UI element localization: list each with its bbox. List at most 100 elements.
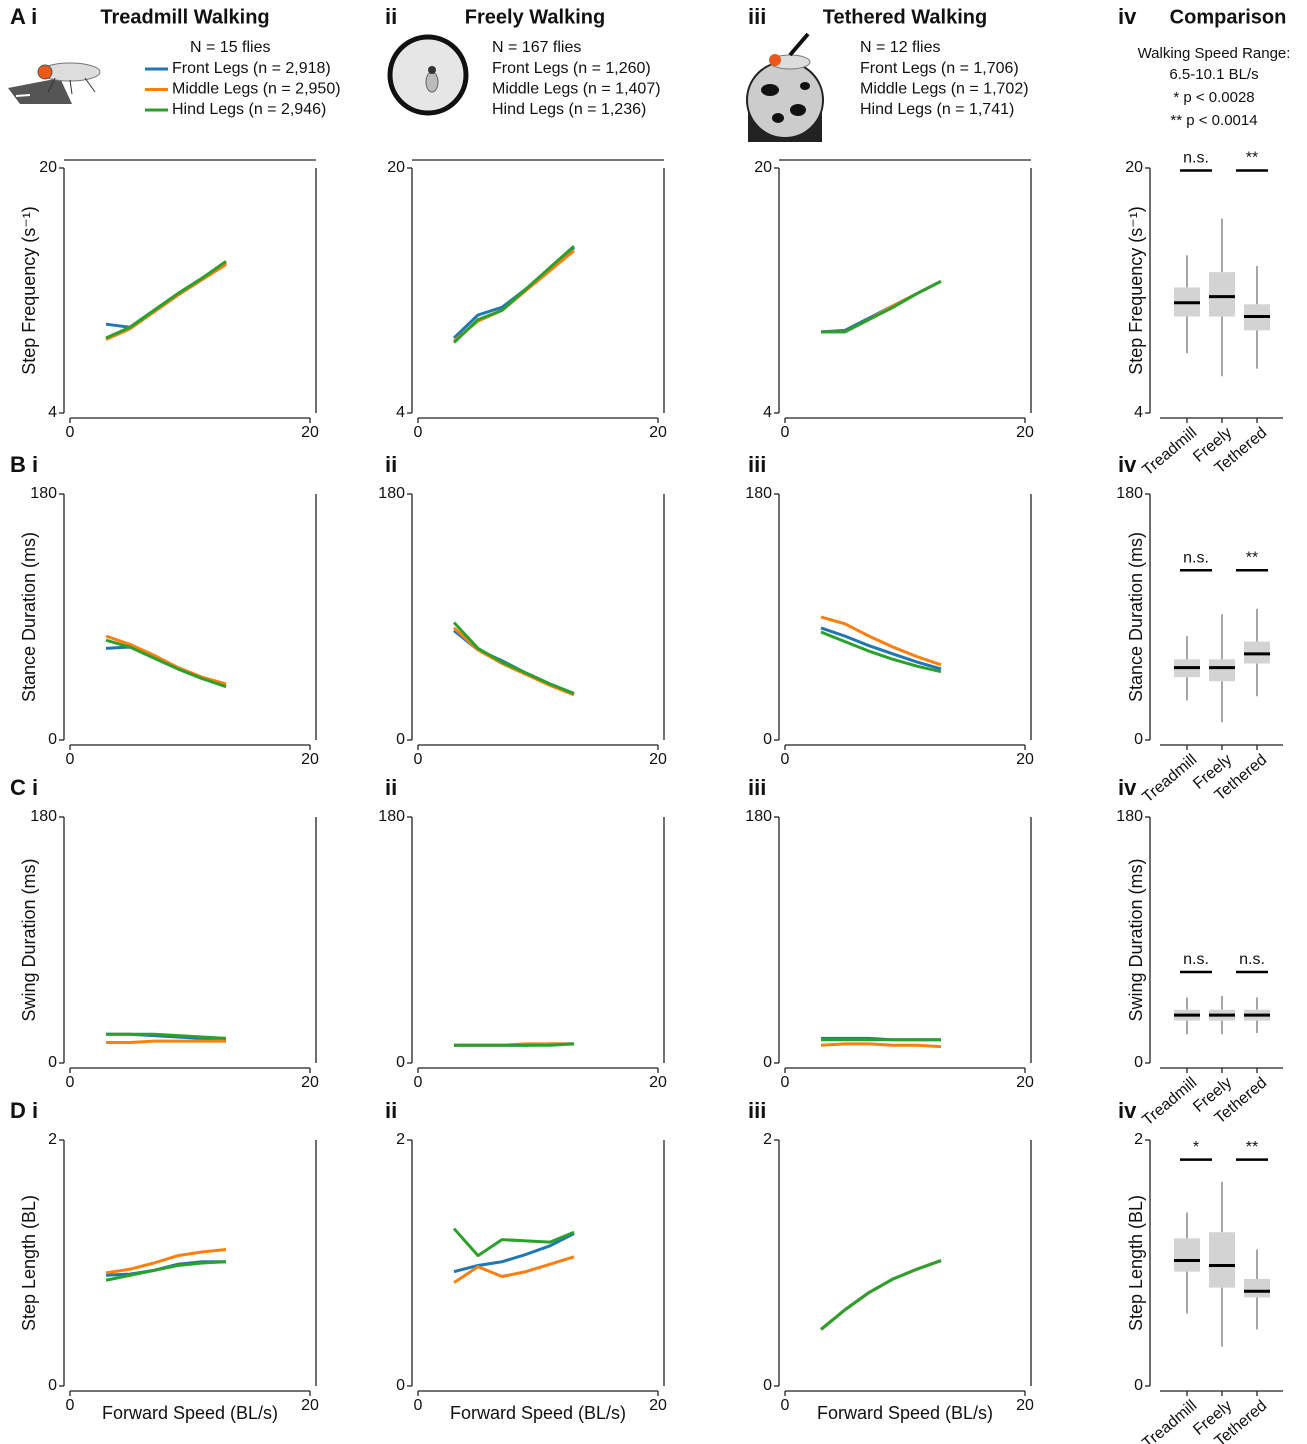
x-tick-label: 20 <box>301 1074 319 1091</box>
x-tick-label: 20 <box>649 751 667 768</box>
panel-label: iv <box>1118 1098 1137 1123</box>
x-tick-label: 20 <box>301 424 319 441</box>
y-tick-label: 180 <box>378 485 405 502</box>
trend-line <box>821 279 942 334</box>
y-axis-label: Swing Duration (ms) <box>1126 858 1146 1021</box>
significance-label: ** <box>1246 150 1258 167</box>
significance-label: n.s. <box>1183 549 1209 566</box>
box <box>1209 659 1235 682</box>
x-tick-label: 20 <box>649 1074 667 1091</box>
x-axis-label: Forward Speed (BL/s) <box>817 1403 993 1423</box>
trend-line <box>105 260 227 340</box>
x-tick-label: Treadmill <box>1139 1397 1200 1444</box>
trend-line <box>452 1227 575 1258</box>
panel-label: iv <box>1118 775 1137 800</box>
y-tick-label: 4 <box>396 404 405 421</box>
y-tick-label: 180 <box>30 485 57 502</box>
legend-label: Middle Legs (n = 1,702) <box>860 81 1029 98</box>
panel-label: A i <box>10 4 37 29</box>
column-title: Comparison <box>1170 6 1287 28</box>
trend-line <box>820 1259 942 1331</box>
trend-line <box>453 1232 575 1274</box>
box <box>1174 1238 1200 1272</box>
trend-line <box>820 1259 942 1331</box>
panel-label: iv <box>1118 452 1137 477</box>
y-axis-label: Stance Duration (ms) <box>1126 532 1146 702</box>
x-tick-label: 0 <box>66 424 75 441</box>
x-tick-label: 0 <box>781 751 790 768</box>
y-tick-label: 4 <box>1134 404 1143 421</box>
y-tick-label: 0 <box>1134 1054 1143 1071</box>
significance-label: * <box>1193 1139 1199 1156</box>
trend-line <box>454 1042 575 1047</box>
x-tick-label: 0 <box>781 424 790 441</box>
annotation: N = 12 flies <box>860 39 940 56</box>
x-tick-label: 20 <box>649 1397 667 1414</box>
x-tick-label: 0 <box>414 424 423 441</box>
y-tick-label: 4 <box>48 404 57 421</box>
annotation: N = 15 flies <box>190 39 270 56</box>
significance-label: ** <box>1246 549 1258 566</box>
trend-line <box>106 1039 226 1044</box>
panel-label: iii <box>748 4 766 29</box>
significance-label: n.s. <box>1183 951 1209 968</box>
y-tick-label: 0 <box>396 1054 405 1071</box>
y-tick-label: 0 <box>48 1054 57 1071</box>
panel-label: iii <box>748 1098 766 1123</box>
trend-line <box>106 1032 227 1040</box>
x-axis-label: Forward Speed (BL/s) <box>102 1403 278 1423</box>
y-tick-label: 20 <box>1125 159 1143 176</box>
trend-line <box>105 634 227 686</box>
y-tick-label: 0 <box>763 731 772 748</box>
trend-line <box>105 638 227 689</box>
column-title: Freely Walking <box>465 6 605 28</box>
panel-label: D i <box>10 1098 38 1123</box>
panel-label: C i <box>10 775 38 800</box>
trend-line <box>453 1255 575 1284</box>
box <box>1209 272 1235 317</box>
y-tick-label: 180 <box>30 808 57 825</box>
y-tick-label: 180 <box>745 485 772 502</box>
y-axis-label: Stance Duration (ms) <box>19 532 39 702</box>
y-axis-label: Step Frequency (s⁻¹) <box>1126 206 1146 375</box>
x-tick-label: 20 <box>1016 1074 1034 1091</box>
x-tick-label: 0 <box>66 1074 75 1091</box>
panel-label: iii <box>748 452 766 477</box>
column-title: Tethered Walking <box>823 6 987 28</box>
box <box>1244 1278 1270 1298</box>
note: * p < 0.0028 <box>1173 89 1254 106</box>
panel-label: ii <box>385 452 397 477</box>
trend-line <box>452 244 575 344</box>
y-tick-label: 0 <box>48 1377 57 1394</box>
x-tick-label: 0 <box>66 1397 75 1414</box>
y-tick-label: 0 <box>396 1377 405 1394</box>
trend-line <box>820 626 942 671</box>
y-tick-label: 180 <box>378 808 405 825</box>
panel-label: ii <box>385 4 397 29</box>
y-axis-label: Step Length (BL) <box>19 1195 39 1331</box>
x-tick-label: 20 <box>301 1397 319 1414</box>
x-tick-label: 0 <box>66 751 75 768</box>
x-tick-label: 0 <box>781 1397 790 1414</box>
ball-icon <box>746 32 824 142</box>
treadmill-icon <box>8 62 101 104</box>
y-tick-label: 0 <box>1134 1377 1143 1394</box>
significance-label: n.s. <box>1183 150 1209 167</box>
y-tick-label: 20 <box>387 159 405 176</box>
significance-label: ** <box>1246 1139 1258 1156</box>
trend-line <box>820 630 942 674</box>
trend-line <box>820 1259 942 1331</box>
y-tick-label: 20 <box>754 159 772 176</box>
trend-line <box>452 621 575 695</box>
legend-label: Front Legs (n = 2,918) <box>172 60 331 77</box>
legend-label: Front Legs (n = 1,260) <box>492 60 651 77</box>
x-axis-label: Forward Speed (BL/s) <box>450 1403 626 1423</box>
y-tick-label: 180 <box>745 808 772 825</box>
note: 6.5-10.1 BL/s <box>1169 66 1258 83</box>
x-tick-label: 20 <box>1016 1397 1034 1414</box>
trend-line <box>105 1247 227 1275</box>
y-tick-label: 0 <box>763 1377 772 1394</box>
y-axis-label: Swing Duration (ms) <box>19 858 39 1021</box>
y-tick-label: 0 <box>48 731 57 748</box>
column-title: Treadmill Walking <box>100 6 269 28</box>
